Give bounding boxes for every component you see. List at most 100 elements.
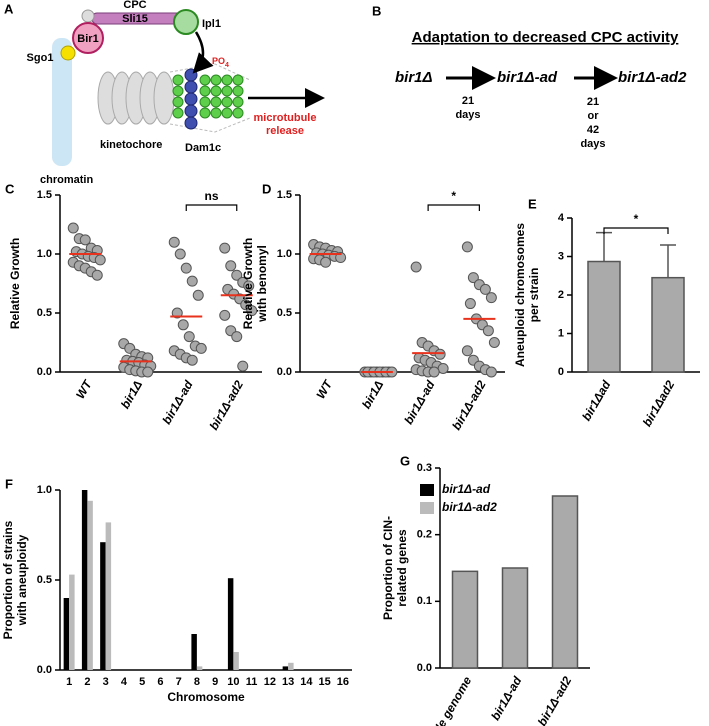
x-tick-label: bir1Δ	[359, 378, 386, 411]
data-point	[67, 222, 79, 234]
bar	[196, 666, 203, 670]
legend-swatch	[420, 502, 434, 514]
data-point	[174, 248, 186, 260]
y-tick-label: 1.0	[277, 248, 292, 260]
data-point	[231, 331, 243, 343]
y-tick-label: 2	[558, 289, 564, 301]
data-point	[168, 236, 180, 248]
legend-label: bir1Δ-ad	[442, 482, 491, 496]
x-tick-label: bir1Δ-ad2	[207, 378, 247, 433]
data-point	[246, 305, 258, 317]
y-axis-label: with benomyl	[255, 245, 269, 323]
x-tick-label: 9	[212, 676, 218, 688]
y-tick-label: 0.0	[37, 366, 52, 378]
significance-label: ns	[204, 189, 218, 203]
strain-label: bir1Δ	[395, 69, 433, 86]
step-label: 21	[587, 96, 599, 108]
y-axis-label: Relative Growth	[241, 238, 255, 329]
y-tick-label: 0.3	[417, 462, 432, 474]
step-label: days	[455, 109, 480, 121]
x-tick-label: 5	[139, 676, 145, 688]
data-point	[177, 319, 189, 331]
y-tick-label: 0.0	[417, 662, 432, 674]
bar	[105, 522, 112, 670]
phospho-text: PO	[212, 56, 225, 66]
sgo1-label: Sgo1	[27, 52, 54, 64]
panel-label: C	[5, 181, 15, 196]
step-label: or	[588, 110, 600, 122]
y-tick-label: 0.5	[37, 574, 52, 586]
x-tick-label: bir1Δ-ad	[159, 378, 195, 427]
y-tick-label: 1.5	[277, 189, 292, 201]
y-tick-label: 1.0	[37, 484, 52, 496]
bar	[100, 542, 106, 670]
significance-bracket	[427, 204, 480, 211]
data-point	[219, 242, 231, 254]
data-point	[171, 307, 183, 319]
x-tick-label: whole genome	[421, 674, 475, 726]
data-point	[79, 234, 91, 246]
panel-b-title: Adaptation to decreased CPC activity	[412, 29, 679, 46]
data-point	[461, 241, 473, 253]
y-axis-label: with aneuploidy	[15, 534, 29, 626]
data-point	[479, 283, 491, 295]
data-point	[437, 362, 449, 374]
panel-label: B	[372, 3, 381, 18]
x-tick-label: 4	[121, 676, 128, 688]
x-tick-label: 13	[282, 676, 294, 688]
data-point	[461, 345, 473, 357]
y-tick-label: 0.2	[417, 529, 432, 541]
data-point	[464, 298, 476, 310]
data-point	[219, 309, 231, 321]
x-tick-label: 16	[337, 676, 349, 688]
step-label: 42	[587, 124, 599, 136]
x-tick-label: bir1Δad2	[640, 378, 678, 429]
x-tick-label: 6	[157, 676, 163, 688]
panel-a: A chromatin Sli15 CPC Bir1 Sgo1 Ipl1 PO4…	[4, 0, 325, 186]
x-tick-label: 12	[264, 676, 276, 688]
data-point	[434, 348, 446, 360]
y-tick-label: 0.1	[417, 595, 432, 607]
data-point	[485, 292, 497, 304]
x-tick-label: 14	[300, 676, 313, 688]
bar	[551, 495, 579, 669]
x-tick-label: 10	[227, 676, 239, 688]
x-axis-label: Chromosome	[167, 690, 245, 704]
data-point	[142, 366, 154, 378]
y-tick-label: 0.0	[277, 366, 292, 378]
x-tick-label: bir1Δ	[118, 378, 145, 411]
data-point	[192, 289, 204, 301]
bar	[587, 260, 621, 373]
panel-b: B Adaptation to decreased CPC activity b…	[372, 3, 687, 149]
y-tick-label: 3	[558, 250, 564, 262]
y-axis-label: related genes	[395, 529, 409, 607]
x-tick-label: bir1Δ-ad2	[535, 674, 575, 726]
x-tick-label: bir1Δ-ad	[488, 674, 524, 723]
dam1c-shape	[184, 68, 198, 130]
data-point	[467, 272, 479, 284]
phospho-label: PO4	[212, 56, 229, 68]
x-tick-label: 15	[319, 676, 331, 688]
significance-bracket	[185, 204, 238, 211]
bar	[81, 490, 88, 670]
cpc-label: CPC	[123, 0, 146, 11]
legend-swatch	[420, 484, 434, 496]
error-bar	[596, 231, 612, 262]
strain-label: bir1Δ-ad	[497, 69, 558, 86]
release-label: microtubule	[254, 112, 317, 124]
bar	[282, 666, 289, 670]
bar	[451, 570, 479, 669]
data-point	[482, 325, 494, 337]
panel-label: E	[528, 196, 537, 211]
data-point	[231, 269, 243, 281]
strain-label: bir1Δ-ad2	[618, 69, 687, 86]
panel-label: F	[5, 476, 13, 491]
x-tick-label: bir1Δ-ad	[401, 378, 437, 427]
y-tick-label: 1.0	[37, 248, 52, 260]
bar	[63, 598, 70, 670]
y-axis-label: Aneuploid chromosomes	[513, 223, 527, 367]
y-axis-label: Proportion of CIN-	[381, 516, 395, 620]
panel-label: G	[400, 453, 410, 468]
